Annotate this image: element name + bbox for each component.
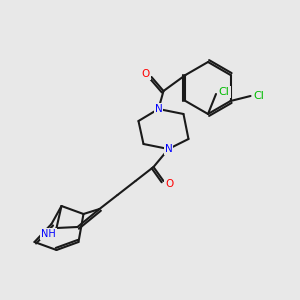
Text: N: N [165,144,172,154]
Text: O: O [165,179,174,189]
Text: N: N [154,104,162,114]
Text: Cl: Cl [219,87,230,97]
Text: O: O [141,69,150,79]
Text: Cl: Cl [253,91,264,101]
Text: NH: NH [41,229,56,239]
